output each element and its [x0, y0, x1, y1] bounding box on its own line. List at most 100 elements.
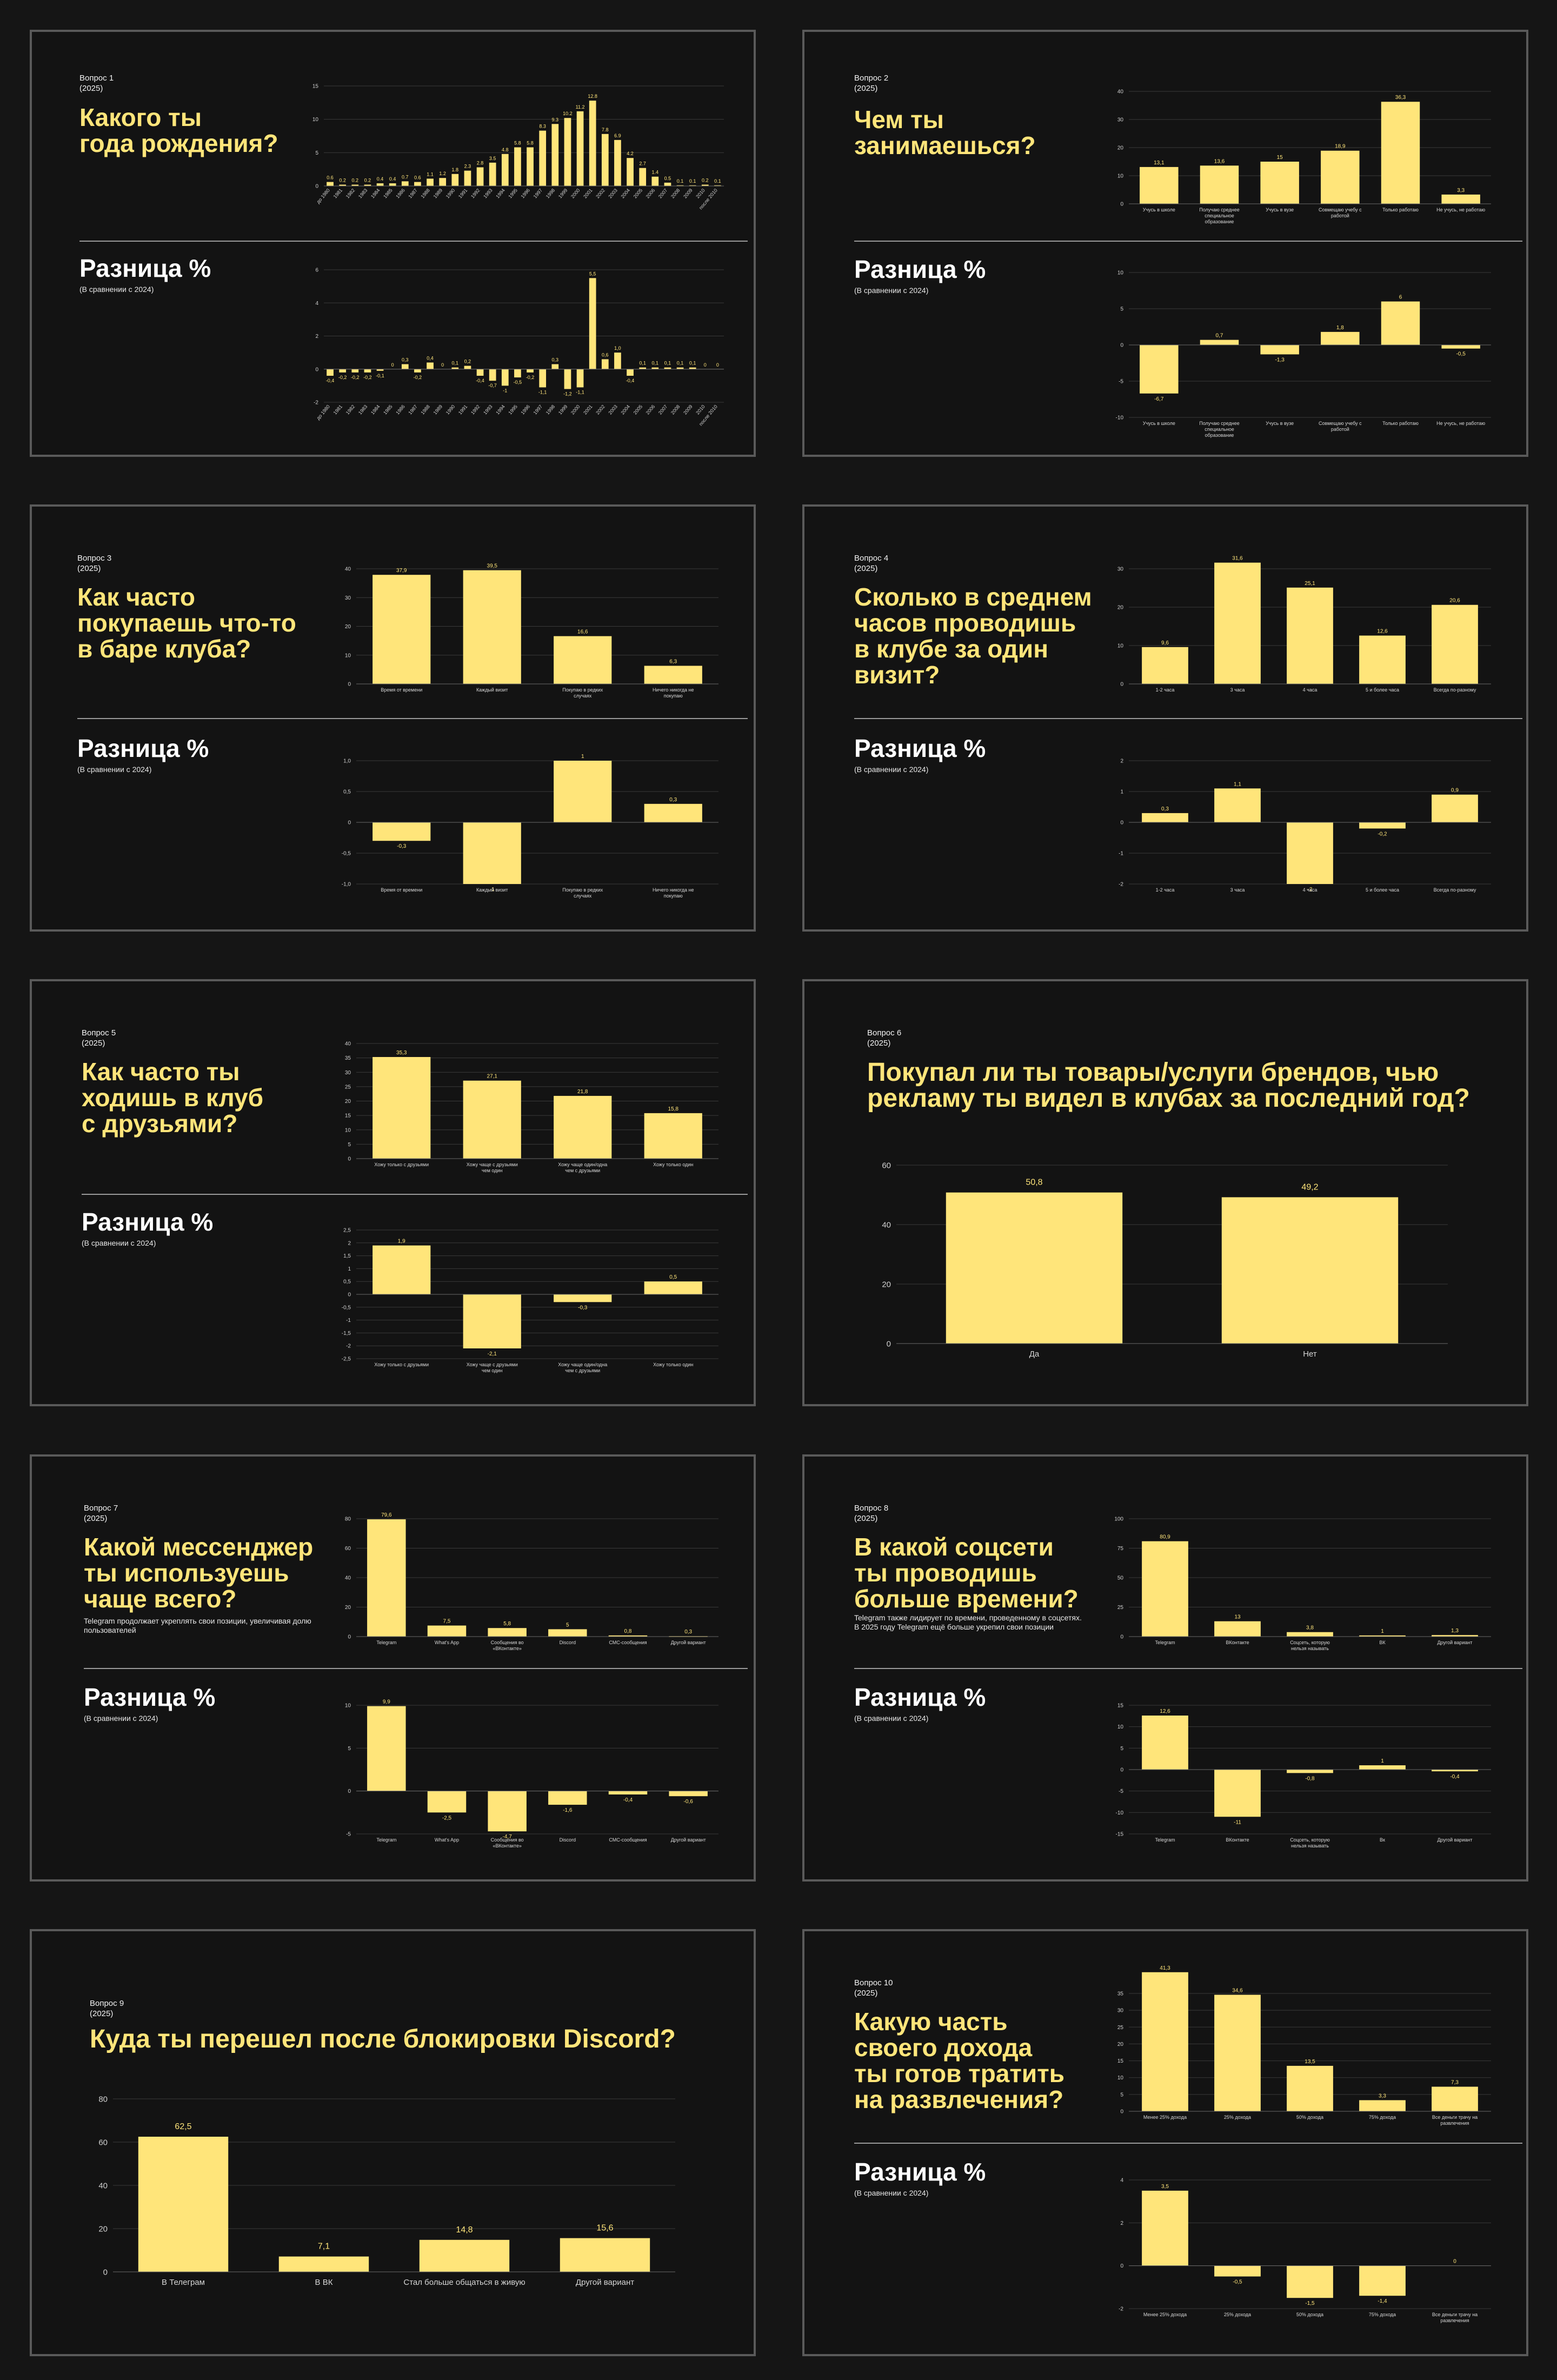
chart-q1-main: 0 5 10 15 0.6 до 1980 0.2 1981 0.2 1982 0.2 1983 0.4…: [312, 84, 724, 210]
category-label: 1996: [520, 404, 531, 416]
data-label: -0,8: [1305, 1776, 1315, 1781]
question-label: Вопрос 9 (2025): [90, 1999, 124, 2018]
category-label: 1-2 часа: [1156, 687, 1175, 693]
data-label: 1: [581, 754, 584, 760]
y-tick-label: 20: [345, 624, 351, 630]
y-tick-label: 60: [345, 1546, 351, 1552]
data-label: 80,9: [1160, 1534, 1170, 1540]
data-label: 0.2: [364, 178, 371, 183]
data-label: 36,3: [1395, 95, 1406, 101]
category-label: 3 часа: [1230, 887, 1245, 893]
data-label: 5,5: [589, 271, 596, 276]
category-label: Нет: [1303, 1349, 1317, 1359]
y-tick-label: 0: [348, 1789, 351, 1794]
category-label: 2000: [570, 404, 581, 416]
y-tick-label: -1,5: [342, 1331, 351, 1337]
category-label: Хожу только один: [653, 1162, 693, 1167]
bar: [1441, 194, 1480, 204]
data-label: 20,6: [1449, 598, 1460, 604]
category-label: Хожу только один: [653, 1362, 693, 1367]
card-q1: Вопрос 1 (2025) Какого ты года рождения?…: [30, 30, 756, 457]
bar: [427, 178, 434, 186]
bar: [689, 367, 696, 369]
category-label: Другой вариант: [671, 1640, 706, 1645]
category-label: Хожу только с друзьями: [374, 1362, 429, 1367]
category-label: Каждый визит: [476, 887, 508, 893]
category-label: Время от времени: [381, 887, 422, 893]
y-tick-label: 0: [315, 184, 318, 190]
data-label: 7.8: [602, 127, 609, 132]
y-tick-label: 0: [1120, 1767, 1123, 1773]
chart-q10-diff: -2 0 2 4 3,5 Менее 25% дохода -0,5 25% дохода -1…: [1119, 2178, 1491, 2323]
category-label: 5 и более часа: [1366, 687, 1399, 693]
question-title: Сколько в среднем часов проводишь в клуб…: [854, 583, 1092, 689]
category-label: 1992: [470, 404, 481, 416]
y-tick-label: 25: [1117, 2025, 1124, 2031]
data-label: 13: [1234, 1614, 1241, 1620]
data-label: 6: [1399, 295, 1402, 301]
diff-title: Разница %: [84, 1683, 216, 1711]
category-label: 2001: [582, 188, 594, 200]
card-q7: Вопрос 7 (2025) Какой мессенджер ты испо…: [30, 1454, 756, 1882]
data-label: -0,7: [488, 383, 497, 388]
data-label: 11.2: [576, 104, 585, 110]
category-label: 75% дохода: [1369, 2115, 1396, 2120]
category-label: Только работаю: [1382, 207, 1419, 212]
bar: [401, 364, 409, 369]
y-tick-label: 1: [1120, 789, 1123, 795]
question-title: Какой мессенджер ты используешь чаще все…: [84, 1533, 314, 1613]
bar: [1432, 794, 1478, 822]
separator: [854, 718, 1522, 719]
bar: [372, 1245, 431, 1294]
y-tick-label: 10: [1117, 174, 1124, 180]
y-tick-label: 40: [345, 1575, 351, 1581]
data-label: 0.4: [377, 176, 384, 182]
bar: [551, 124, 559, 186]
y-tick-label: 10: [1117, 270, 1124, 276]
data-label: 7,3: [1451, 2080, 1459, 2086]
category-label: ВКонтакте: [1226, 1640, 1249, 1645]
data-label: 0.2: [339, 178, 346, 183]
chart-q2-diff: -10 -5 0 5 10 -6,7 Учусь в школе 0,7 Получаю сре…: [1116, 270, 1491, 438]
data-label: 12,6: [1160, 1708, 1170, 1714]
bar: [514, 369, 521, 378]
bar: [614, 139, 621, 186]
question-label: Вопрос 5 (2025): [82, 1028, 116, 1048]
category-label: 75% дохода: [1369, 2312, 1396, 2317]
data-label: 37,9: [396, 568, 407, 574]
data-label: 3,5: [1161, 2184, 1169, 2190]
category-label: Другой вариант: [1438, 1837, 1473, 1843]
data-label: 1.8: [452, 167, 459, 172]
bar: [1381, 102, 1420, 204]
bar: [539, 369, 547, 388]
category-label: Получаю среднее специальное образование: [1199, 207, 1240, 224]
data-label: 35,3: [396, 1050, 407, 1056]
question-label: Вопрос 10 (2025): [854, 1978, 893, 1998]
diff-subtitle: (В сравнении с 2024): [854, 286, 929, 295]
data-label: 13,5: [1305, 2059, 1315, 2065]
data-label: 0.1: [689, 178, 696, 184]
category-label: 1988: [420, 188, 431, 200]
category-label: Другой вариант: [671, 1837, 706, 1843]
y-tick-label: 6: [315, 268, 318, 274]
category-label: 1994: [495, 188, 506, 200]
card-q4: Вопрос 4 (2025) Сколько в среднем часов …: [802, 504, 1528, 932]
category-label: В ВК: [315, 2278, 333, 2287]
data-label: -1: [490, 887, 495, 893]
separator: [854, 2143, 1522, 2144]
category-label: 2010: [695, 188, 706, 200]
category-label: Discord: [560, 1837, 576, 1843]
y-tick-label: -1: [1119, 851, 1123, 857]
category-label: 1994: [495, 404, 506, 416]
category-label: 50% дохода: [1296, 2312, 1323, 2317]
y-tick-label: 0: [1120, 2263, 1123, 2269]
category-label: 1983: [357, 188, 369, 200]
data-label: 0,3: [669, 797, 677, 803]
y-tick-label: -2,5: [342, 1357, 351, 1362]
chart-q6-main: 0 20 40 60 50,8 Да 49,2 Нет: [882, 1161, 1448, 1359]
category-label: 3 часа: [1230, 687, 1245, 693]
bar: [464, 170, 471, 186]
card-q5: Вопрос 5 (2025) Как часто ты ходишь в кл…: [30, 979, 756, 1406]
data-label: 0,6: [602, 352, 609, 357]
category-label: 1999: [557, 188, 569, 200]
